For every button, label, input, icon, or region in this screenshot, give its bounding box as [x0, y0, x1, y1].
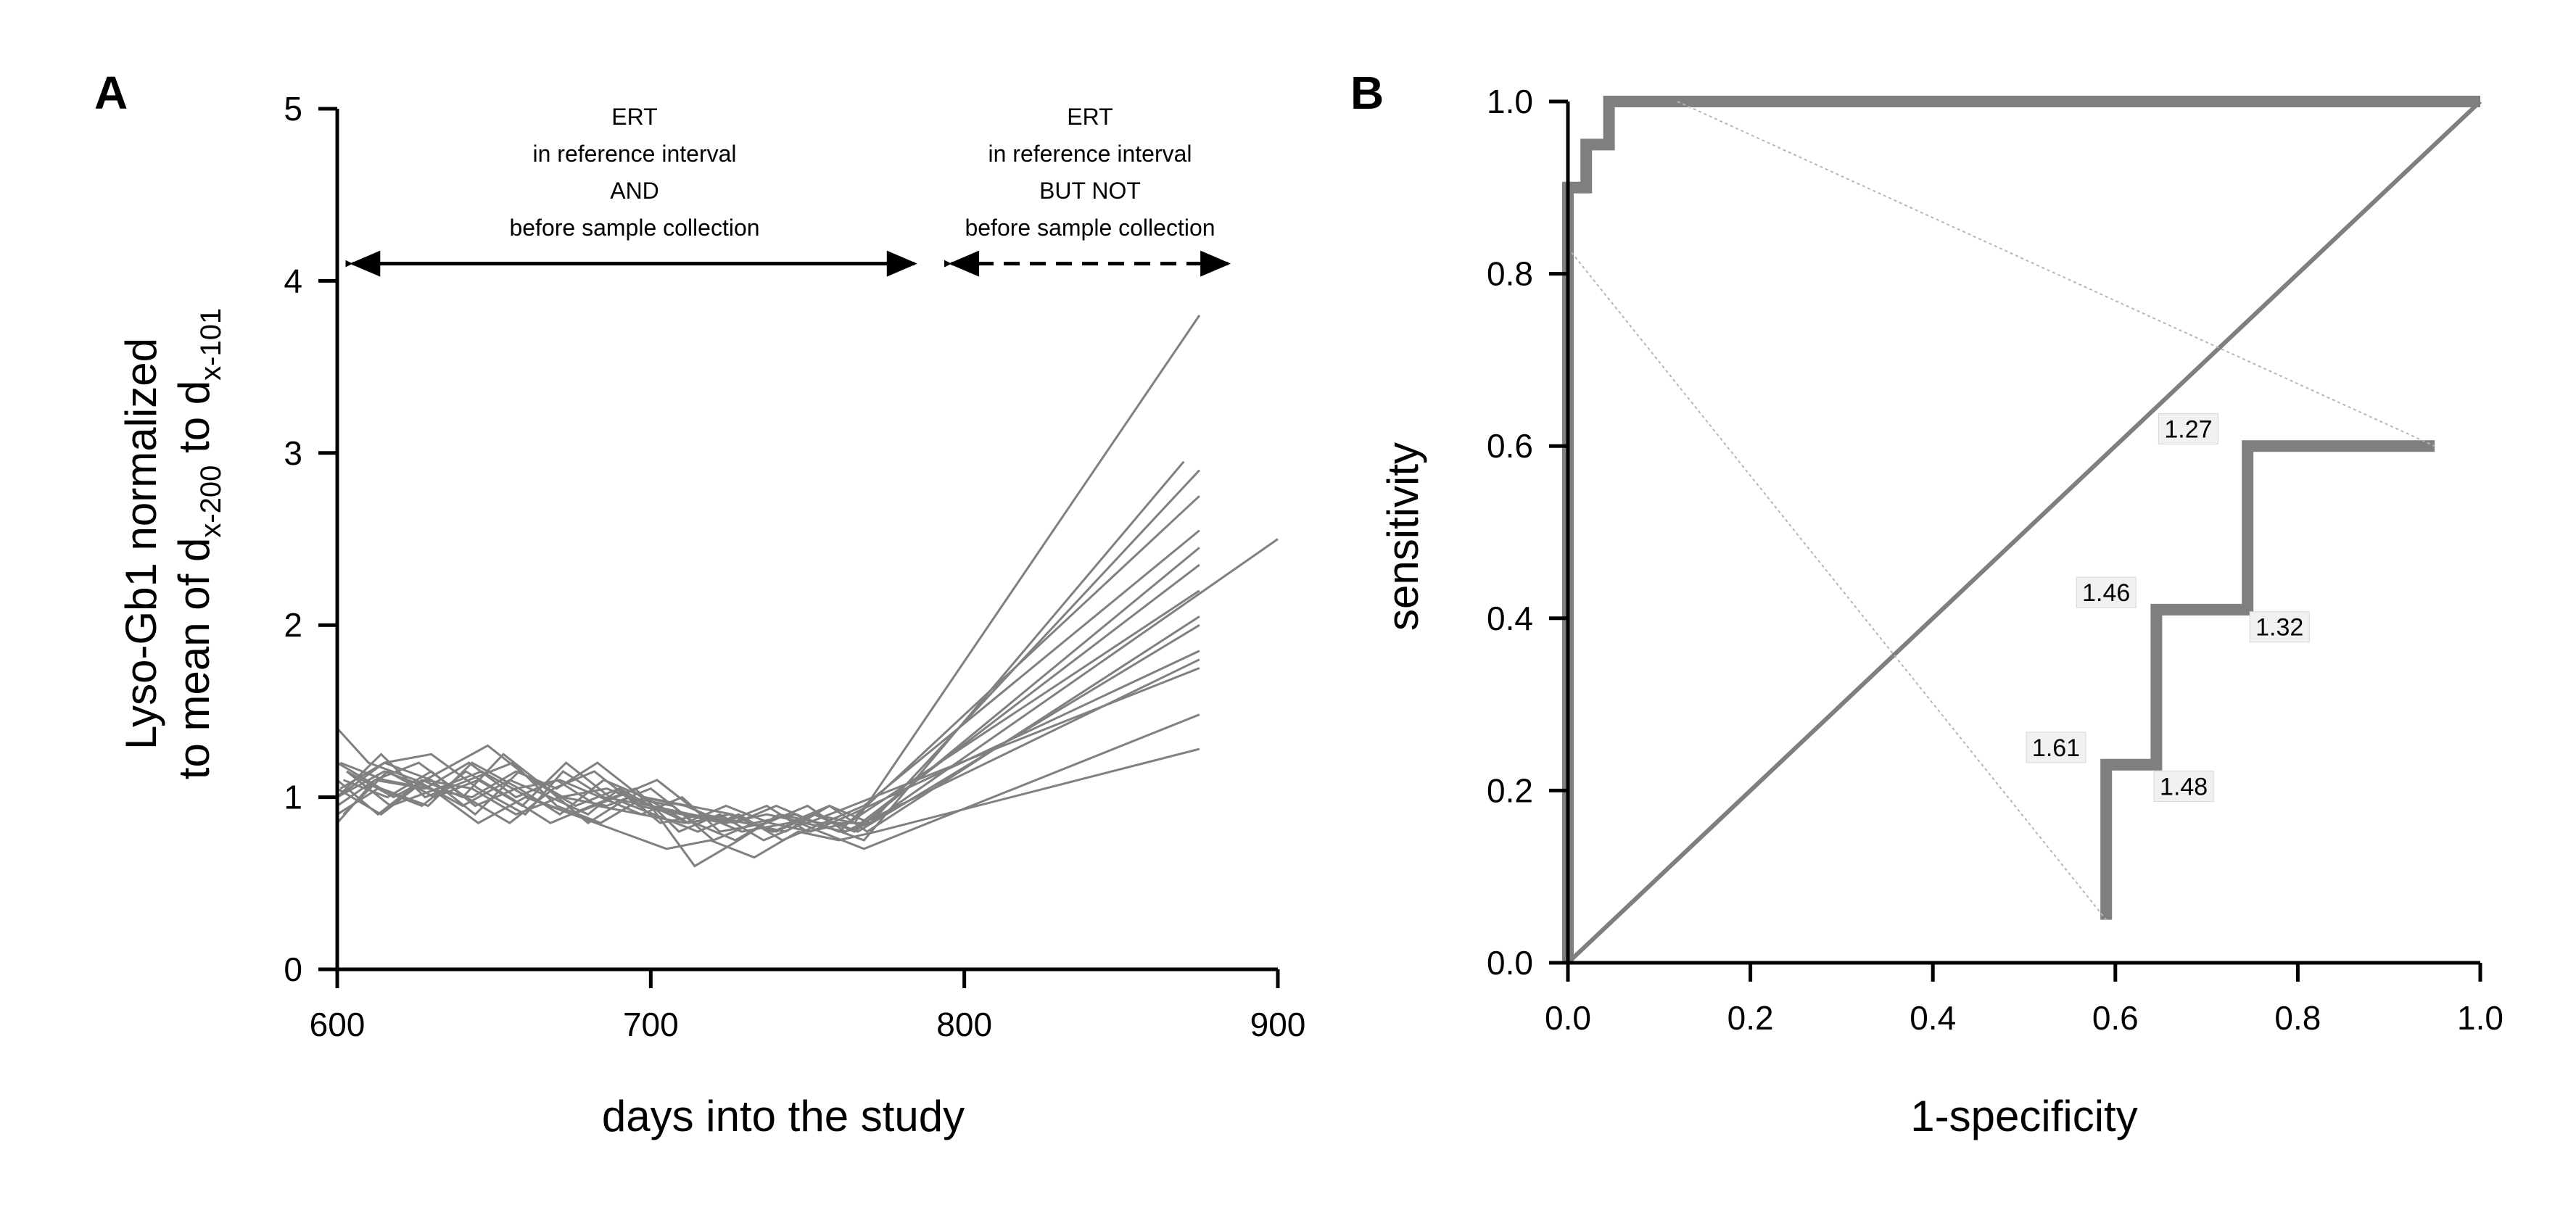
- panel-b-y-tick-label: 0.8: [1487, 255, 1533, 293]
- panel-b-y-tick-label: 0.4: [1487, 600, 1533, 637]
- arrowhead-left-right: [949, 250, 980, 277]
- annotation-left-line1: ERT: [611, 104, 657, 130]
- panel-a-x-tick-label: 900: [1250, 1006, 1306, 1043]
- annotation-ert-and: ERT in reference interval AND before sam…: [509, 104, 759, 241]
- panel-a-series-line-9: [337, 589, 1200, 833]
- panel-b-x-tick-label: 0.0: [1545, 999, 1591, 1037]
- threshold-label-box: [2249, 611, 2310, 643]
- threshold-label: 1.27: [2164, 415, 2212, 443]
- annotation-right-line1: ERT: [1067, 104, 1112, 130]
- threshold-label-box: [2076, 576, 2137, 608]
- annotation-left-line2: in reference interval: [532, 141, 736, 167]
- panel-a-series-line-1: [336, 315, 1201, 833]
- panel-b-y-axis-label: sensitivity: [1379, 442, 1427, 631]
- panel-b-chart: 0.0 0.2 0.4 0.6 0.8 1.0 0.0 0.2 0.4 0.6 0.8 1.0 1.…: [1379, 83, 2503, 1140]
- arrowhead-left-left: [350, 250, 381, 277]
- panel-b-threshold-staircase-line: [2100, 440, 2435, 920]
- panel-b-x-axis-label: 1-specificity: [1910, 1092, 2137, 1140]
- annotation-right-line4: before sample collection: [965, 215, 1215, 241]
- panel-b-threshold-labels: 1.27 1.46 1.32 1.61 1.48: [2026, 413, 2310, 802]
- panel-b-x-tick-label: 1.0: [2457, 999, 2503, 1037]
- panel-a-series-line-6: [342, 529, 1200, 842]
- panel-a-y-tick-label: 5: [284, 90, 302, 128]
- arrowhead-right-left: [886, 250, 917, 277]
- panel-b-zoom-guide-upper-line: [1677, 101, 2435, 447]
- panel-a-series-line-3: [337, 460, 1185, 842]
- annotation-left-line3: AND: [610, 178, 659, 204]
- panel-label-b: B: [1350, 67, 1384, 119]
- panel-label-a: A: [94, 67, 128, 119]
- panel-a-series-line-13: [337, 658, 1200, 842]
- panel-a-x-tick-label: 800: [936, 1006, 992, 1043]
- panel-a-series-line-14: [339, 667, 1200, 824]
- annotation-ert-but-not: ERT in reference interval BUT NOT before…: [965, 104, 1215, 241]
- panel-a-series-group: [336, 315, 1279, 868]
- panel-b-x-ticks: 0.0 0.2 0.4 0.6 0.8 1.0: [1545, 963, 2503, 1037]
- panel-a-interval-arrows: [345, 250, 1231, 277]
- panel-b-x-tick-label: 0.2: [1727, 999, 1774, 1037]
- panel-a-y-label-line2: to mean of dx-200 to dx-101: [170, 308, 227, 779]
- panel-b-y-tick-label: 0.6: [1487, 427, 1533, 465]
- threshold-label: 1.61: [2032, 734, 2080, 762]
- panel-a-x-axis-label: days into the study: [602, 1092, 965, 1140]
- panel-a-y-tick-label: 4: [284, 262, 302, 299]
- threshold-label: 1.48: [2160, 773, 2208, 800]
- panel-a-series-line-15: [337, 713, 1200, 868]
- panel-b-y-tick-label: 0.2: [1487, 771, 1533, 809]
- panel-a-series-line-7: [337, 547, 1200, 833]
- panel-b-series-group: [1562, 96, 2482, 965]
- panel-a-series-line-16: [337, 747, 1200, 859]
- threshold-label-box: [2026, 732, 2086, 763]
- panel-b-y-ticks: 0.0 0.2 0.4 0.6 0.8 1.0: [1487, 83, 1568, 982]
- annotation-left-line4: before sample collection: [509, 215, 759, 241]
- panel-a-y-tick-label: 3: [284, 434, 302, 472]
- panel-b-x-tick-label: 0.6: [2092, 999, 2139, 1037]
- panel-a-y-label-line1: Lyso-Gb1 normalized: [117, 338, 165, 750]
- panel-a-x-ticks: 600 700 800 900: [310, 969, 1306, 1043]
- threshold-label: 1.32: [2255, 614, 2303, 642]
- panel-b-zoom-guide-lower-line: [1567, 247, 2107, 921]
- panel-b-y-tick-label: 0.0: [1487, 944, 1533, 982]
- panel-b-y-tick-label: 1.0: [1487, 83, 1533, 120]
- threshold-label: 1.46: [2082, 579, 2130, 607]
- panel-b-x-tick-label: 0.8: [2274, 999, 2321, 1037]
- panel-a-series-line-10: [346, 616, 1200, 833]
- threshold-label-box: [2158, 413, 2218, 444]
- panel-a-x-tick-label: 700: [623, 1006, 679, 1043]
- panel-a-y-ticks: 0 1 2 3 4 5: [284, 90, 337, 988]
- arrowhead-right-right: [1200, 250, 1231, 277]
- panel-a-y-axis-label: Lyso-Gb1 normalized to mean of dx-200 to…: [117, 308, 227, 779]
- panel-b-x-tick-label: 0.4: [1910, 999, 1956, 1037]
- panel-a-y-tick-label: 1: [284, 779, 302, 816]
- panel-b-chance-diagonal-line: [1566, 99, 2482, 965]
- panel-a-series-line-11: [336, 624, 1200, 833]
- threshold-label-box: [2153, 770, 2214, 802]
- annotation-right-line2: in reference interval: [988, 141, 1192, 167]
- panel-a-y-tick-label: 0: [284, 950, 302, 988]
- panel-a-x-tick-label: 600: [310, 1006, 366, 1043]
- panel-a-y-tick-label: 2: [284, 606, 302, 644]
- panel-a-series-line-12: [343, 650, 1200, 833]
- annotation-right-line3: BUT NOT: [1039, 178, 1141, 204]
